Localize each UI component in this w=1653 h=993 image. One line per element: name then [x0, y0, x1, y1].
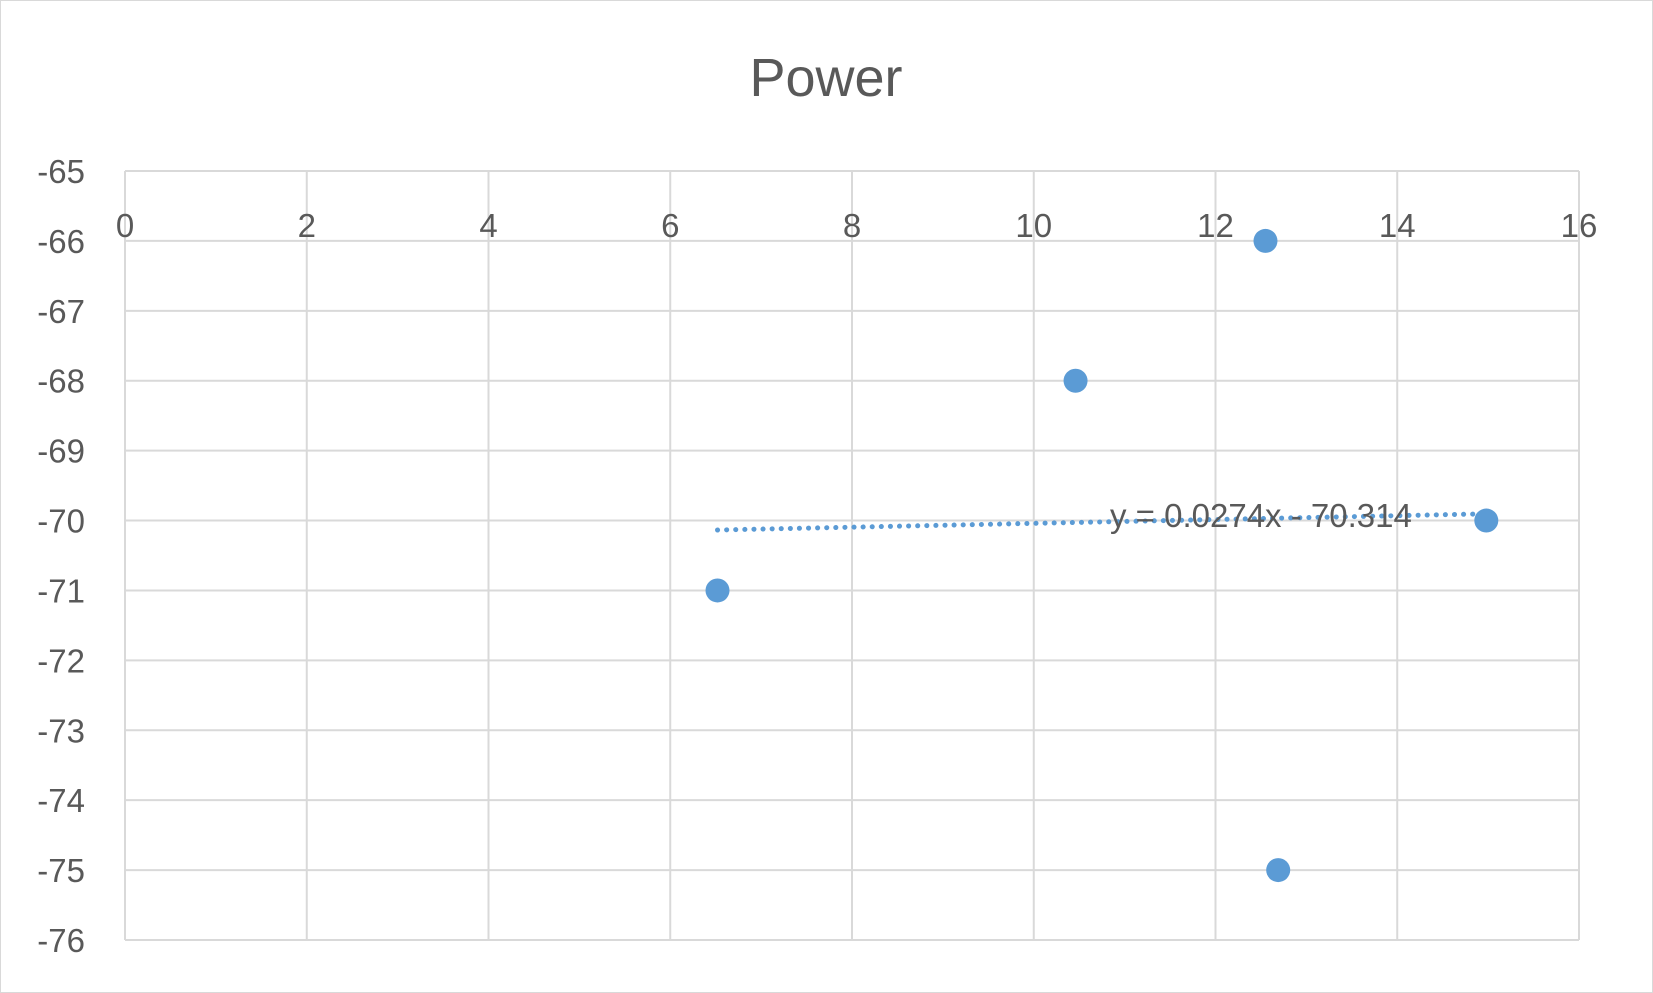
x-tick-label: 2 [298, 207, 316, 244]
x-tick-label: 10 [1015, 207, 1052, 244]
trendline [715, 511, 1489, 533]
data-points [705, 228, 1499, 883]
y-tick-label: -68 [37, 363, 85, 400]
x-tick-label: 12 [1197, 207, 1234, 244]
y-tick-label: -70 [37, 503, 85, 540]
y-tick-label: -67 [37, 293, 85, 330]
data-point [1266, 858, 1291, 883]
data-point [1253, 228, 1278, 253]
x-tick-label: 14 [1379, 207, 1416, 244]
y-tick-label: -76 [37, 922, 85, 959]
y-tick-label: -73 [37, 712, 85, 749]
trendline-layer [715, 511, 1489, 533]
x-tick-labels: 0 2 4 6 8 10 12 14 16 [116, 207, 1598, 244]
y-tick-label: -72 [37, 642, 85, 679]
x-tick-label: 16 [1561, 207, 1598, 244]
grid-layer [124, 170, 1580, 941]
x-tick-label: 6 [661, 207, 679, 244]
data-point [1063, 368, 1088, 393]
data-point [705, 578, 730, 603]
data-point [1474, 508, 1499, 533]
trendline-equation: y = 0.0274x - 70.314 [1110, 497, 1412, 534]
y-tick-label: -75 [37, 852, 85, 889]
y-tick-label: -65 [37, 153, 85, 190]
x-tick-label: 4 [479, 207, 497, 244]
x-tick-label: 8 [843, 207, 861, 244]
y-tick-labels: -65 -66 -67 -68 -69 -70 -71 -72 -73 -74 -75 -76 [37, 153, 85, 959]
y-tick-label: -74 [37, 782, 85, 819]
y-tick-label: -69 [37, 433, 85, 470]
chart-title: Power [749, 48, 902, 108]
y-tick-label: -66 [37, 223, 85, 260]
x-tick-label: 0 [116, 207, 134, 244]
y-tick-label: -71 [37, 572, 85, 609]
